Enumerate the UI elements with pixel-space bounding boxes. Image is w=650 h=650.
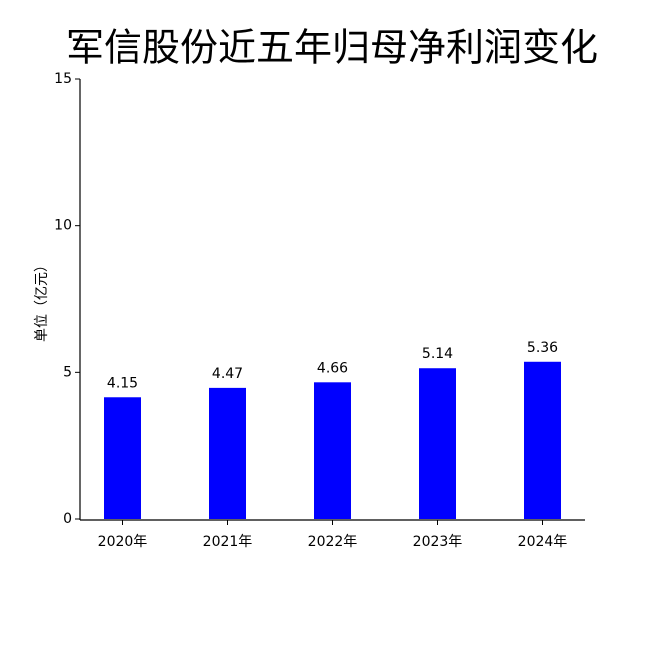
value-label: 5.36 (527, 340, 558, 356)
bar (419, 368, 456, 519)
bar (524, 361, 561, 519)
y-tick-label: 0 (63, 511, 72, 527)
value-label: 4.15 (107, 375, 138, 391)
y-tick-label: 5 (63, 364, 72, 380)
x-tick-label: 2024年 (518, 534, 568, 550)
value-label: 4.47 (212, 366, 243, 382)
bar (104, 397, 141, 519)
x-tick-label: 2022年 (308, 534, 358, 550)
value-label: 4.66 (317, 360, 348, 376)
y-tick-label: 15 (54, 71, 72, 87)
bar (314, 382, 351, 519)
x-tick-label: 2023年 (413, 534, 463, 550)
x-tick-label: 2020年 (98, 534, 148, 550)
x-tick-label: 2021年 (203, 534, 253, 550)
y-tick-label: 10 (54, 218, 72, 234)
value-label: 5.14 (422, 346, 453, 362)
bar (209, 387, 246, 519)
y-axis-label: 单位（亿元） (34, 258, 50, 342)
chart-title: 军信股份近五年归母净利润变化 (66, 26, 598, 70)
